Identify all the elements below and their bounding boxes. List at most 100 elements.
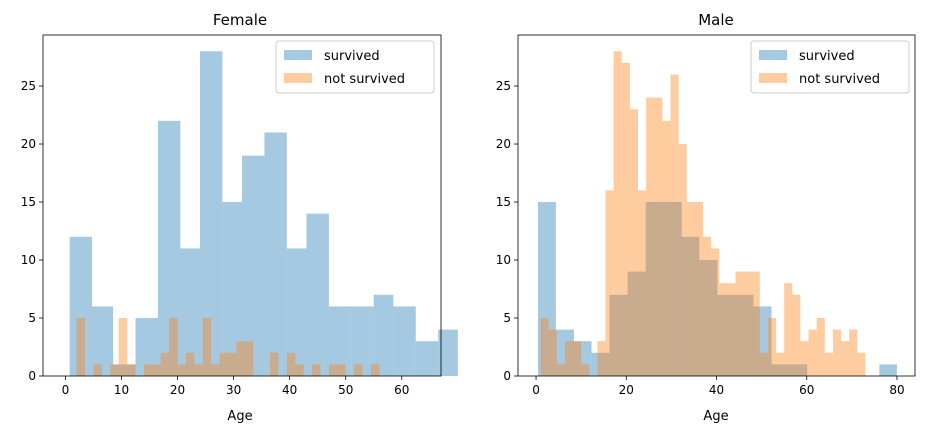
male-bar-1-16 <box>670 74 679 376</box>
male-y-tick-label-1: 5 <box>503 311 511 325</box>
male-bar-1-8 <box>605 190 614 376</box>
male-bar-1-14 <box>654 97 663 376</box>
female-bar-1-5 <box>118 318 128 376</box>
female-legend: survived not survived <box>275 40 435 94</box>
female-bar-1-9 <box>152 364 161 376</box>
female-x-ticks: 0 10 20 30 40 50 60 <box>62 376 409 397</box>
male-legend-swatch-0 <box>759 50 787 60</box>
male-bar-1-37 <box>841 341 850 376</box>
female-bar-1-18 <box>227 352 237 376</box>
male-bar-0-3 <box>591 352 610 376</box>
female-x-tick-label-0: 0 <box>62 383 70 397</box>
male-bar-1-26 <box>751 271 760 376</box>
female-bar-0-2 <box>113 364 136 376</box>
male-bar-0-6 <box>645 202 664 376</box>
male-legend: survived not survived <box>750 40 910 94</box>
male-histogram: Male 0 20 40 60 80 0 5 10 15 20 25 Age survived no… <box>496 11 916 424</box>
male-bar-0-14 <box>789 364 808 376</box>
male-bar-1-13 <box>646 97 655 376</box>
female-bar-0-9 <box>264 132 287 376</box>
male-bar-1-21 <box>711 248 720 376</box>
female-bar-1-30 <box>337 364 346 376</box>
male-bar-1-9 <box>613 51 622 377</box>
female-bar-0-0 <box>69 236 93 376</box>
male-bar-1-22 <box>719 283 728 376</box>
male-x-tick-label-3: 60 <box>799 383 814 397</box>
female-bar-1-25 <box>295 364 304 376</box>
male-bars <box>537 51 897 377</box>
female-bar-1-4 <box>110 364 119 376</box>
male-y-tick-label-0: 0 <box>503 369 511 383</box>
male-x-tick-label-4: 80 <box>889 383 904 397</box>
female-bar-1-12 <box>177 364 186 376</box>
male-bar-0-9 <box>699 260 718 376</box>
male-bar-0-19 <box>879 364 897 376</box>
female-bar-1-10 <box>160 352 170 376</box>
female-bar-0-14 <box>373 294 394 376</box>
female-bar-0-13 <box>351 306 374 376</box>
female-x-tick-label-1: 10 <box>114 383 129 397</box>
male-bar-1-32 <box>800 341 809 376</box>
male-bar-0-13 <box>771 364 790 376</box>
male-x-label: Age <box>703 409 728 424</box>
male-bar-1-3 <box>564 341 574 376</box>
female-bar-1-24 <box>286 352 296 376</box>
male-bar-1-15 <box>662 120 671 376</box>
female-x-tick-label-6: 60 <box>394 383 409 397</box>
male-bar-0-12 <box>753 306 772 376</box>
male-bar-1-11 <box>629 109 638 376</box>
female-bar-1-0 <box>76 318 86 376</box>
male-bar-1-28 <box>767 318 777 376</box>
male-bar-1-12 <box>638 190 647 376</box>
female-bar-0-10 <box>286 248 307 376</box>
female-bar-0-11 <box>306 213 329 376</box>
male-bar-0-7 <box>663 202 682 376</box>
female-x-label: Age <box>227 409 252 424</box>
female-y-tick-label-0: 0 <box>28 369 36 383</box>
female-bar-1-8 <box>143 364 153 376</box>
male-legend-box <box>750 40 910 94</box>
male-bar-1-33 <box>808 329 817 376</box>
male-bar-1-17 <box>678 144 687 376</box>
female-bar-0-5 <box>180 248 200 376</box>
male-bar-1-2 <box>556 364 565 376</box>
female-bar-1-6 <box>127 364 136 376</box>
male-y-tick-label-2: 10 <box>496 253 511 267</box>
male-bar-0-2 <box>573 341 592 376</box>
female-y-tick-label-3: 15 <box>21 195 36 209</box>
male-bar-0-1 <box>555 329 574 376</box>
female-bar-1-32 <box>354 364 363 376</box>
female-y-tick-label-4: 20 <box>21 137 36 151</box>
male-legend-label-0: survived <box>799 49 855 64</box>
male-x-tick-label-2: 40 <box>709 383 724 397</box>
female-bar-1-11 <box>169 318 178 376</box>
female-bar-1-13 <box>185 352 195 376</box>
male-bar-1-24 <box>735 271 744 376</box>
male-bar-1-27 <box>759 352 768 376</box>
male-bar-0-10 <box>717 294 736 376</box>
male-bar-1-18 <box>686 202 695 376</box>
female-bar-0-8 <box>242 155 265 376</box>
male-bar-0-11 <box>735 294 754 376</box>
male-y-tick-label-5: 25 <box>496 79 511 93</box>
male-bar-1-1 <box>548 329 557 376</box>
male-bar-1-7 <box>597 341 606 376</box>
female-y-tick-label-5: 25 <box>21 79 36 93</box>
female-y-tick-label-2: 10 <box>21 253 36 267</box>
female-legend-swatch-1 <box>284 73 312 83</box>
female-bar-1-15 <box>202 318 212 376</box>
female-x-tick-label-3: 30 <box>226 383 241 397</box>
male-bar-1-19 <box>694 202 703 376</box>
female-bar-0-3 <box>135 318 158 376</box>
female-x-tick-label-5: 50 <box>338 383 353 397</box>
female-y-ticks: 0 5 10 15 20 25 <box>21 79 43 383</box>
male-bar-1-20 <box>702 236 712 376</box>
male-x-tick-label-1: 20 <box>619 383 634 397</box>
male-bar-1-10 <box>621 62 630 377</box>
male-bar-0-0 <box>537 202 556 376</box>
female-bar-1-19 <box>236 341 245 376</box>
female-bar-1-34 <box>370 364 380 376</box>
male-bar-1-35 <box>824 352 833 376</box>
male-bar-1-0 <box>540 318 549 376</box>
male-y-tick-label-3: 15 <box>496 195 511 209</box>
